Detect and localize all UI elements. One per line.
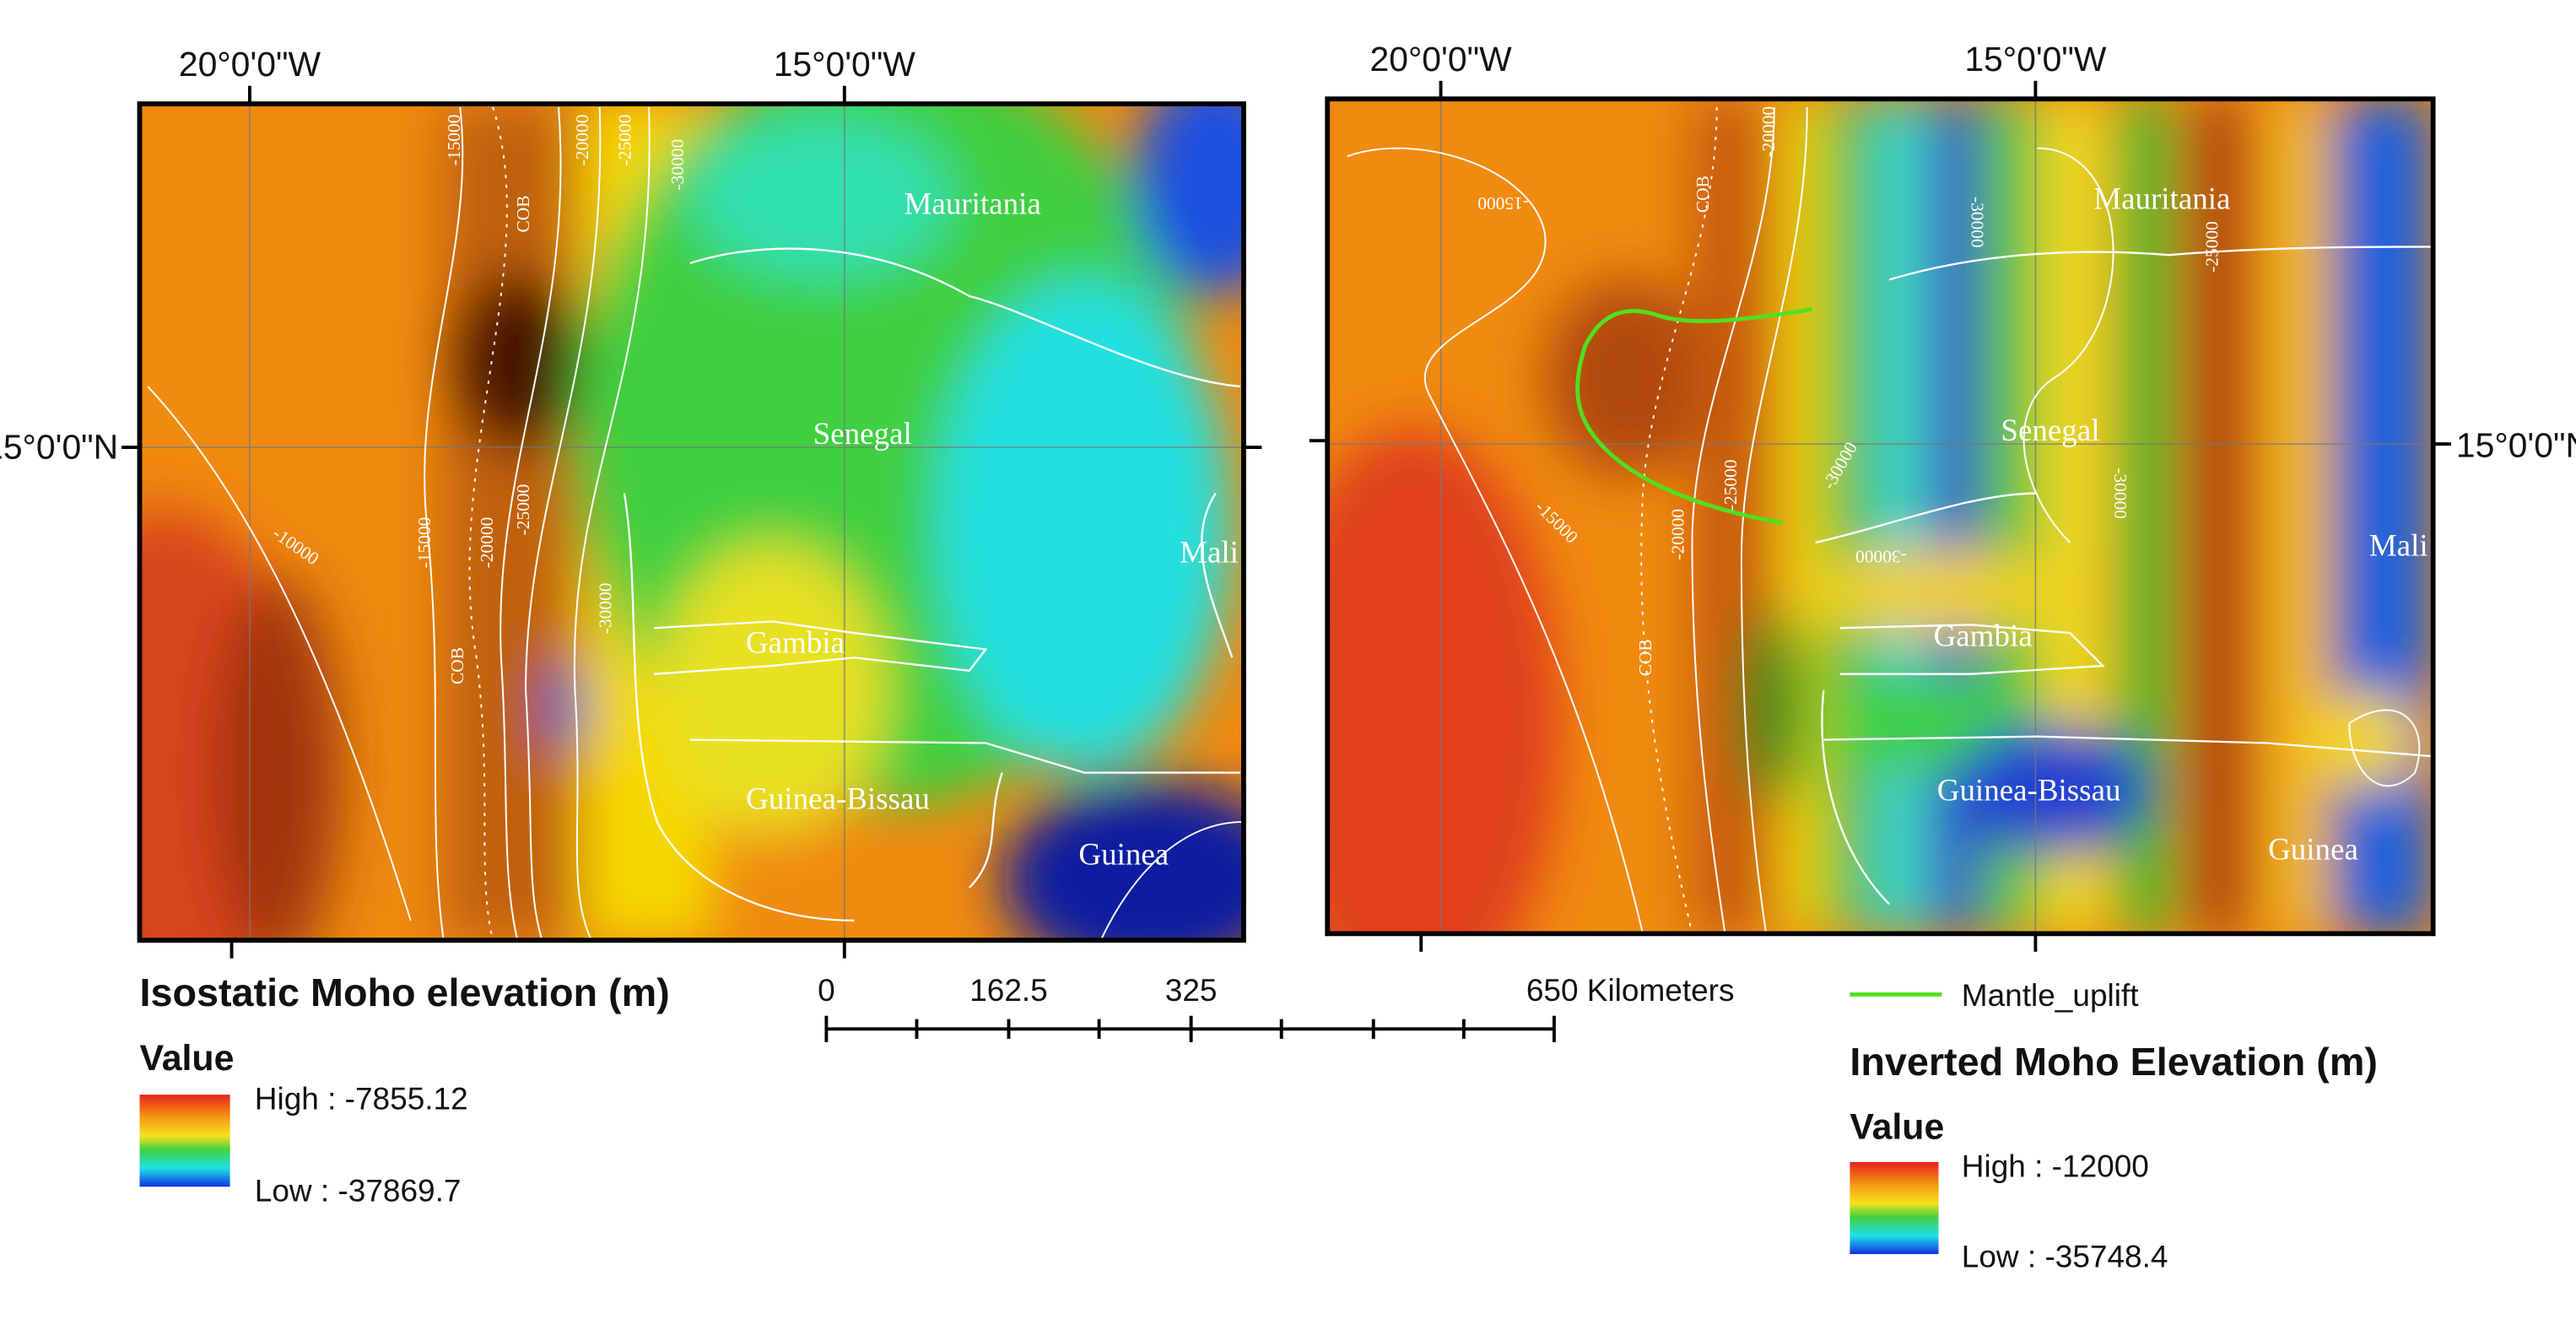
contour-label: -20000 bbox=[1668, 509, 1688, 560]
contour-label: -30000 bbox=[667, 139, 688, 191]
contour-label: COB bbox=[1635, 639, 1655, 676]
contour-label: -30000 bbox=[1855, 547, 1907, 567]
map-shape bbox=[213, 576, 345, 970]
contour-label: -20000 bbox=[1758, 106, 1779, 158]
map-shape bbox=[1783, 99, 1824, 933]
lat-label: 15°0'0"N bbox=[2456, 426, 2576, 465]
map-shape bbox=[2333, 99, 2432, 933]
scale-bar bbox=[826, 1016, 1554, 1042]
contour-label: -25000 bbox=[2202, 221, 2222, 273]
legend-high: High : -12000 bbox=[1962, 1149, 2149, 1184]
map-shape bbox=[1544, 279, 1709, 477]
map-shape bbox=[1265, 428, 1560, 1019]
map-shape bbox=[1692, 99, 1774, 933]
country-label: Mali bbox=[1180, 535, 1239, 570]
contour-label: -25000 bbox=[615, 115, 635, 166]
contour-label: -25000 bbox=[1720, 459, 1741, 511]
contour-label: COB bbox=[1693, 176, 1713, 213]
scale-label: 162.5 bbox=[969, 973, 1048, 1008]
legend-high: High : -7855.12 bbox=[255, 1082, 468, 1116]
lon-label: 20°0'0"W bbox=[1369, 40, 1512, 78]
map-shape bbox=[1823, 99, 1865, 933]
map-shape bbox=[1002, 781, 1298, 978]
country-label: Guinea-Bissau bbox=[1937, 774, 2121, 808]
contour-label: -30000 bbox=[1967, 197, 1987, 248]
legend-low: Low : -35748.4 bbox=[1962, 1240, 2168, 1274]
map-shape bbox=[2276, 99, 2325, 933]
lon-label: 20°0'0"W bbox=[179, 45, 321, 84]
left-title: Isostatic Moho elevation (m) bbox=[140, 970, 670, 1014]
scale-label: 325 bbox=[1165, 973, 1218, 1008]
country-label: Senegal bbox=[2001, 414, 2099, 448]
scale-label: 650 Kilometers bbox=[1526, 973, 1735, 1008]
lon-label: 15°0'0"W bbox=[774, 45, 916, 84]
contour-label: -20000 bbox=[572, 115, 592, 166]
legend-heading: Value bbox=[1850, 1107, 1944, 1148]
contour-label: COB bbox=[447, 647, 467, 684]
contour-label: -25000 bbox=[513, 484, 533, 536]
country-label: Gambia bbox=[746, 625, 845, 660]
legend-ramp bbox=[140, 1095, 230, 1187]
figure: 20°0'0"W 15°0'0"W 15°0'0"N Mauritania Se… bbox=[0, 0, 2576, 1330]
country-label: Senegal bbox=[813, 417, 912, 451]
country-label: Mauritania bbox=[2093, 182, 2230, 217]
lat-label: 15°0'0"N bbox=[0, 428, 118, 467]
country-label: Guinea-Bissau bbox=[746, 781, 930, 816]
right-raster bbox=[1265, 99, 2433, 1019]
contour-label: -15000 bbox=[1477, 193, 1529, 214]
contour-label: -30000 bbox=[595, 582, 615, 634]
lon-label: 15°0'0"W bbox=[1964, 40, 2107, 78]
country-label: Mauritania bbox=[905, 187, 1041, 222]
country-label: Mali bbox=[2369, 529, 2428, 564]
contour-label: COB bbox=[513, 196, 533, 233]
scale-label: 0 bbox=[818, 973, 835, 1008]
contour-label: -20000 bbox=[477, 517, 497, 569]
legend-line-label: Mantle_uplift bbox=[1962, 978, 2139, 1013]
map-shape bbox=[547, 657, 586, 756]
country-label: Guinea bbox=[2268, 833, 2358, 868]
map-shape bbox=[451, 272, 583, 452]
legend-heading: Value bbox=[140, 1038, 235, 1079]
contour-label: -30000 bbox=[2110, 468, 2130, 519]
contour-label: -15000 bbox=[414, 517, 435, 569]
page: {"left_map":{"title":"Isostatic Moho ele… bbox=[0, 0, 2576, 1330]
map-shape bbox=[1133, 66, 1298, 296]
legend-ramp bbox=[1850, 1162, 1938, 1254]
right-title: Inverted Moho Elevation (m) bbox=[1850, 1040, 2378, 1084]
left-raster bbox=[16, 50, 1298, 1035]
country-label: Guinea bbox=[1078, 838, 1169, 873]
contour-label: -15000 bbox=[444, 115, 464, 166]
map-shape bbox=[937, 279, 1232, 772]
map-shape bbox=[1742, 608, 1807, 806]
legend-low: Low : -37869.7 bbox=[255, 1174, 462, 1208]
country-label: Gambia bbox=[1934, 619, 2033, 654]
